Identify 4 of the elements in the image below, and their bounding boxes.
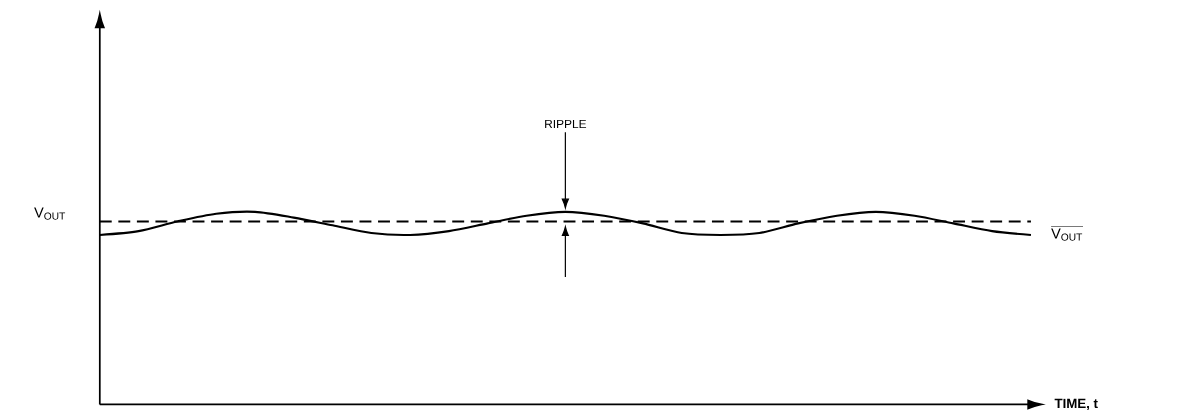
legend-label: V$_{OUT}$ — [1051, 228, 1083, 241]
y-axis-title: V$_{OUT}$ — [34, 207, 66, 220]
x-axis-title: TIME, t — [1054, 398, 1098, 410]
text: RIPPLE — [545, 119, 587, 128]
